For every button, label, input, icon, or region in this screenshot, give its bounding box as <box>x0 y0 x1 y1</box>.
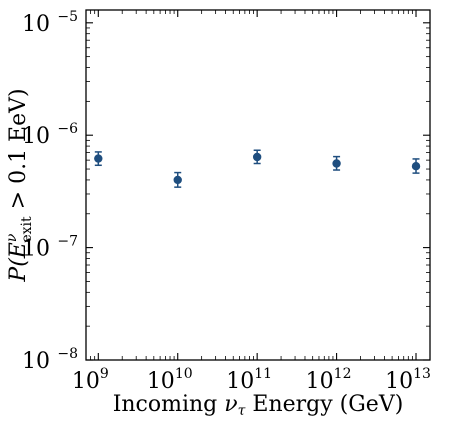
x-tick-label: 109 <box>72 366 109 394</box>
x-tick-label: 1011 <box>226 366 272 394</box>
x-axis-label-after: Energy (GeV) <box>245 392 403 417</box>
x-tick-base: 10 <box>72 369 100 394</box>
point-marker <box>332 159 341 168</box>
y-tick-label: 10 −7 <box>22 234 78 262</box>
y-tick-base: 10 <box>22 237 50 262</box>
y-tick-exponent: −6 <box>57 121 78 137</box>
y-tick-label: 10 −6 <box>22 121 78 149</box>
x-tick-base: 10 <box>226 369 254 394</box>
y-tick-exponent: −8 <box>57 346 78 362</box>
x-axis-label-symbol: ν <box>224 392 237 417</box>
point-marker <box>173 175 182 185</box>
y-axis-ticks <box>86 22 430 361</box>
y-axis-label-prefix: P( <box>6 258 31 283</box>
y-tick-label: 10 −8 <box>22 346 78 374</box>
y-axis-label-superscript: ν <box>4 233 20 242</box>
y-tick-base: 10 <box>22 349 50 374</box>
x-tick-exponent: 13 <box>413 366 431 382</box>
data-point <box>252 149 262 165</box>
y-axis-tick-labels: 10 −8 10 −7 10 −6 10 −5 <box>22 9 78 374</box>
x-tick-exponent: 10 <box>175 366 193 382</box>
point-marker <box>411 161 421 171</box>
y-tick-exponent: −7 <box>57 234 78 250</box>
y-tick-base: 10 <box>22 124 50 149</box>
point-marker <box>94 154 103 163</box>
x-axis-label: Incoming ντ Energy (GeV) <box>113 392 404 419</box>
x-tick-base: 10 <box>385 369 413 394</box>
data-points <box>94 149 421 188</box>
y-axis-label: P(Eνexit > 0.1 EeV) <box>4 88 35 282</box>
point-marker <box>252 152 262 162</box>
y-tick-exponent: −5 <box>57 9 78 25</box>
data-point <box>411 158 421 174</box>
x-tick-base: 10 <box>147 369 175 394</box>
x-tick-exponent: 12 <box>334 366 352 382</box>
x-tick-label: 1013 <box>385 366 431 394</box>
x-tick-exponent: 11 <box>254 366 272 382</box>
y-tick-label: 10 −5 <box>22 9 78 37</box>
y-axis-label-subscript: exit <box>19 216 35 243</box>
x-tick-base: 10 <box>306 369 334 394</box>
x-axis-label-before: Incoming <box>113 392 225 417</box>
data-point <box>332 155 341 171</box>
x-tick-label: 1010 <box>147 366 193 394</box>
x-axis-tick-labels: 109 1010 1011 1012 1013 <box>72 366 431 394</box>
plot-frame <box>85 9 431 361</box>
x-tick-exponent: 9 <box>100 366 109 382</box>
y-axis-label-symbol: E <box>6 242 31 259</box>
data-point <box>94 151 103 167</box>
y-axis-label-suffix: > 0.1 EeV) <box>6 88 31 216</box>
x-axis-ticks <box>85 10 417 360</box>
y-tick-base: 10 <box>22 12 50 37</box>
x-axis-label-subscript: τ <box>238 403 246 419</box>
x-tick-label: 1012 <box>306 366 352 394</box>
data-point <box>173 171 182 188</box>
